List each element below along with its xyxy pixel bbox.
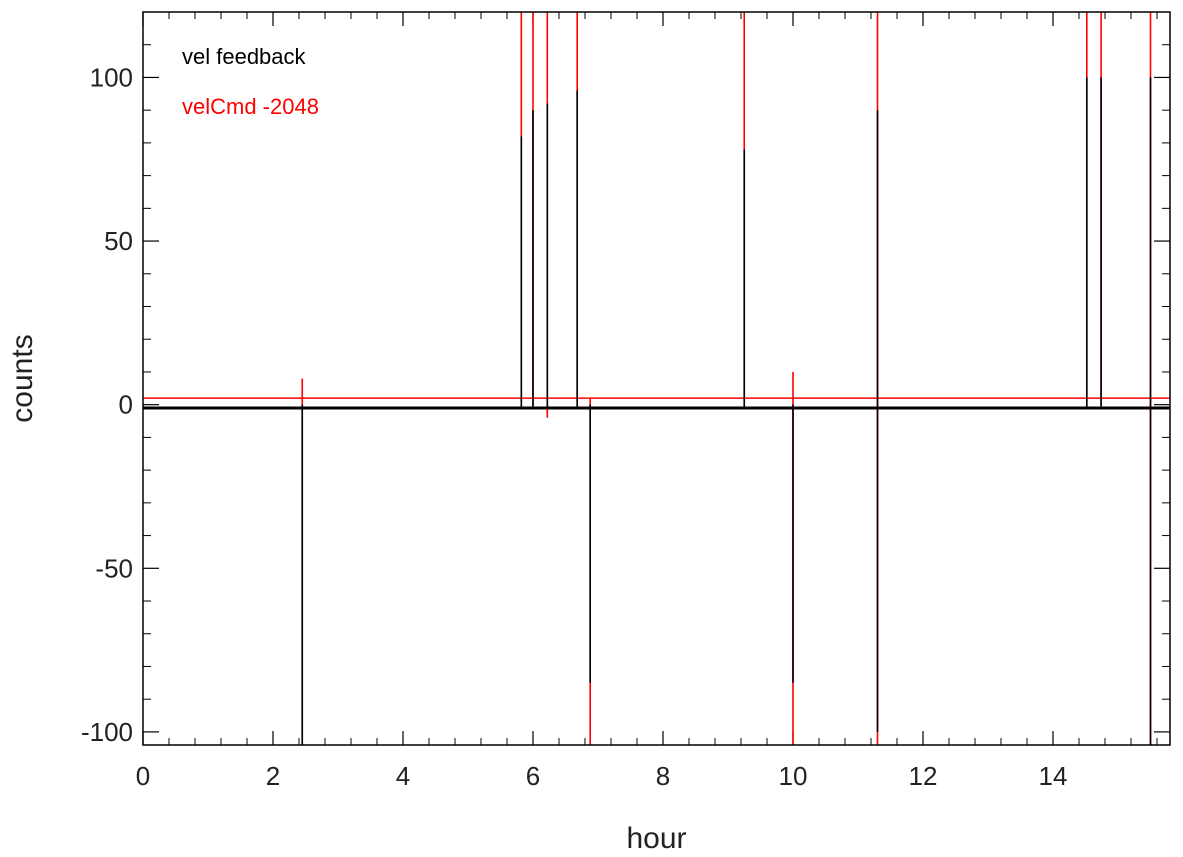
y-tick-label: 50: [104, 226, 133, 256]
x-tick-label: 10: [779, 761, 808, 791]
axis-ticks: 0 2 4 6 8 10 12 14 -100 -50 0 50 100: [81, 11, 1170, 791]
plot-frame: [142, 11, 1171, 746]
legend-entry-velcmd: velCmd -2048: [182, 94, 319, 119]
series-velcmd-2048: [143, 12, 1170, 745]
x-tick-label: 0: [136, 761, 150, 791]
legend-entry-vel-feedback: vel feedback: [182, 44, 307, 69]
x-tick-label: 4: [396, 761, 410, 791]
x-tick-label: 14: [1039, 761, 1068, 791]
y-tick-label: 0: [119, 390, 133, 420]
series-layer: [143, 12, 1170, 745]
x-tick-label: 6: [526, 761, 540, 791]
series-vel-feedback: [143, 77, 1170, 745]
x-axis-title: hour: [626, 822, 686, 855]
y-tick-label: 100: [90, 62, 133, 92]
x-tick-label: 2: [266, 761, 280, 791]
y-tick-label: -100: [81, 717, 133, 747]
x-tick-label: 8: [656, 761, 670, 791]
legend: vel feedback velCmd -2048: [182, 44, 319, 119]
y-axis-title: counts: [6, 334, 39, 422]
y-tick-label: -50: [95, 553, 133, 583]
x-tick-label: 12: [909, 761, 938, 791]
